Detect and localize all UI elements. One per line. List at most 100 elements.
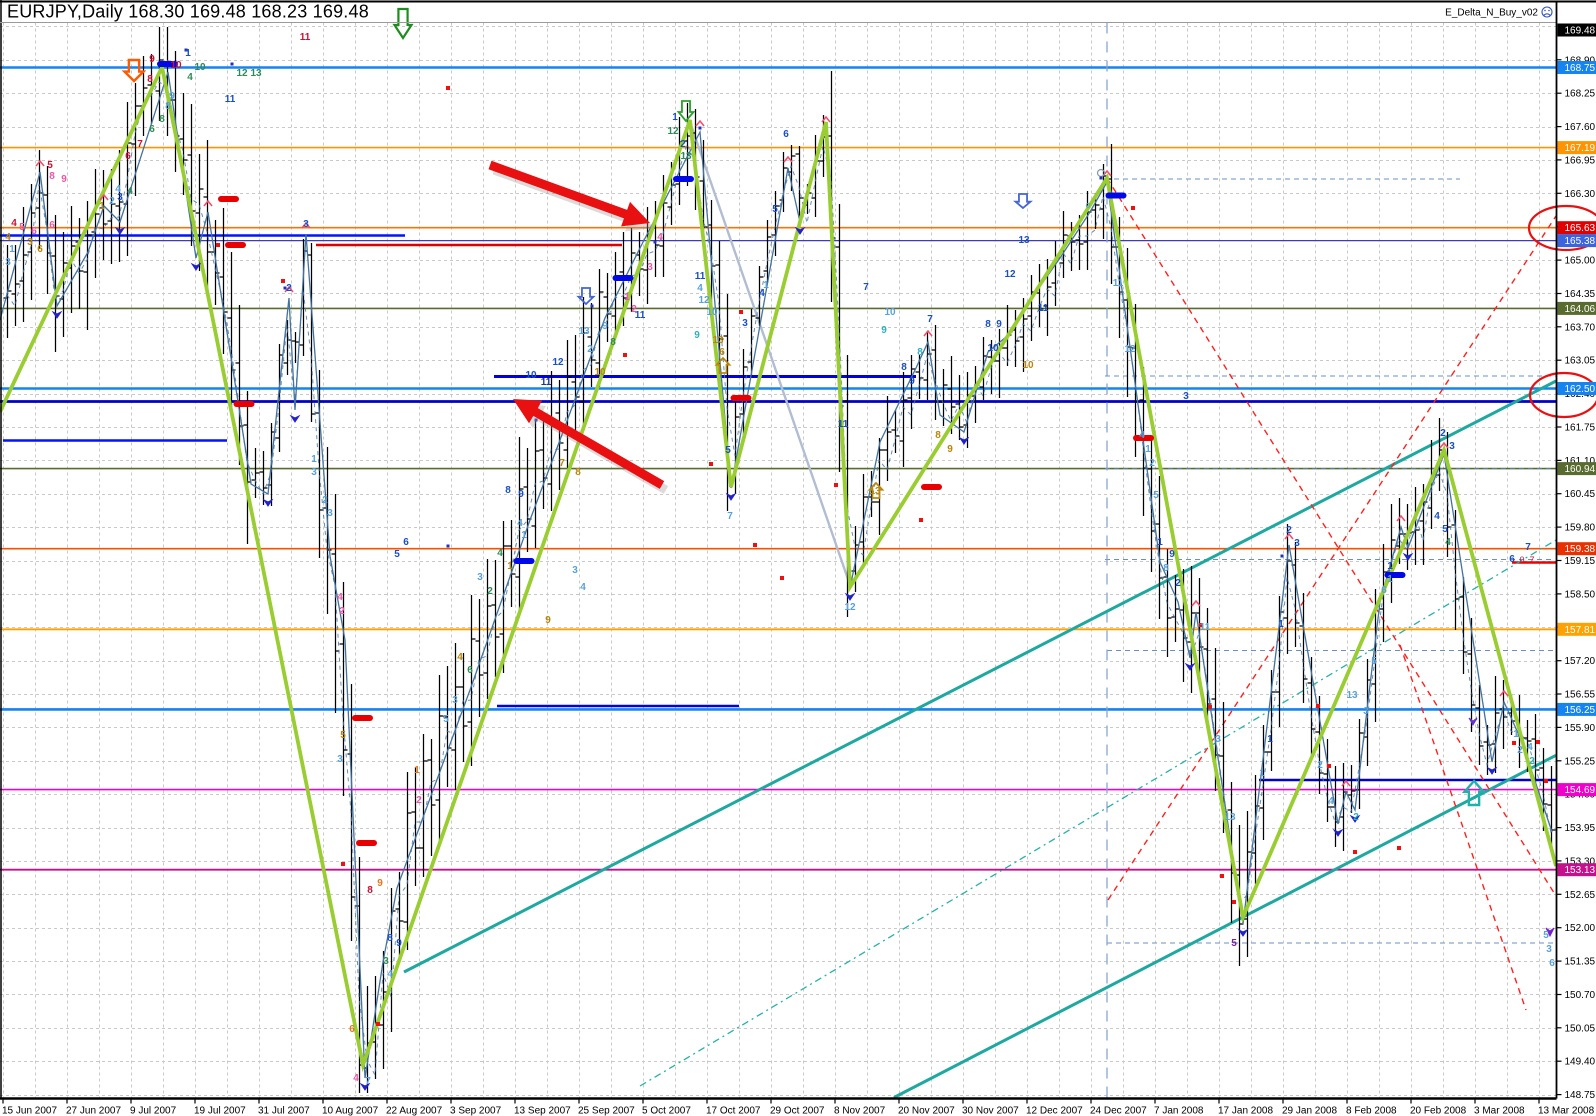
svg-text:156.25: 156.25 xyxy=(1565,705,1596,716)
svg-text:2: 2 xyxy=(1317,760,1323,771)
svg-text:150.70: 150.70 xyxy=(1565,990,1596,1001)
svg-text:7: 7 xyxy=(863,282,869,293)
svg-text:4: 4 xyxy=(11,218,17,229)
svg-text:13: 13 xyxy=(869,486,881,497)
svg-text:12: 12 xyxy=(1004,269,1016,280)
svg-text:3: 3 xyxy=(477,572,483,583)
svg-text:3: 3 xyxy=(1546,944,1552,955)
svg-text:5: 5 xyxy=(394,549,400,560)
svg-text:6: 6 xyxy=(125,151,131,162)
svg-text:7: 7 xyxy=(1525,542,1531,553)
svg-text:3: 3 xyxy=(383,956,389,967)
svg-text:9: 9 xyxy=(377,878,383,889)
svg-text:150.05: 150.05 xyxy=(1565,1023,1596,1034)
svg-text:4: 4 xyxy=(337,592,343,603)
svg-text:1: 1 xyxy=(1387,561,1393,572)
svg-text:168.25: 168.25 xyxy=(1565,89,1596,100)
svg-text:13: 13 xyxy=(680,151,692,162)
svg-text:7: 7 xyxy=(1529,555,1534,565)
svg-text:9: 9 xyxy=(149,54,155,65)
svg-text:148.75: 148.75 xyxy=(1565,1090,1596,1101)
svg-text:3: 3 xyxy=(337,754,343,765)
svg-text:3: 3 xyxy=(572,565,578,576)
svg-text:6: 6 xyxy=(467,665,473,676)
svg-text:155.90: 155.90 xyxy=(1565,723,1596,734)
svg-text:160.45: 160.45 xyxy=(1565,489,1596,500)
svg-text:19 Jul 2007: 19 Jul 2007 xyxy=(194,1106,246,1116)
svg-text:152.65: 152.65 xyxy=(1565,890,1596,901)
svg-text:4: 4 xyxy=(353,1073,359,1084)
svg-text:3: 3 xyxy=(1363,706,1369,717)
svg-text:4: 4 xyxy=(1434,511,1440,522)
svg-text:9: 9 xyxy=(947,444,953,455)
svg-text:3: 3 xyxy=(1215,734,1221,745)
svg-text:10: 10 xyxy=(525,370,537,381)
svg-text:5: 5 xyxy=(772,204,778,215)
svg-text:3: 3 xyxy=(27,237,33,248)
svg-text:166.30: 166.30 xyxy=(1565,189,1596,200)
svg-text:3: 3 xyxy=(5,257,11,268)
svg-text:169.48: 169.48 xyxy=(1565,26,1596,37)
svg-text:3: 3 xyxy=(452,695,458,706)
svg-text:13 Sep 2007: 13 Sep 2007 xyxy=(514,1106,571,1116)
svg-text:1: 1 xyxy=(507,561,513,572)
svg-text:4: 4 xyxy=(1139,430,1145,441)
svg-text:11: 11 xyxy=(1200,622,1211,633)
svg-text:10: 10 xyxy=(194,62,206,73)
svg-text:2: 2 xyxy=(1517,745,1523,756)
svg-text:4: 4 xyxy=(1527,742,1533,753)
svg-text:6: 6 xyxy=(1509,554,1515,565)
svg-text:5: 5 xyxy=(47,160,53,171)
svg-text:165.63: 165.63 xyxy=(1565,223,1596,234)
svg-text:1: 1 xyxy=(763,280,769,291)
svg-text:9: 9 xyxy=(881,325,887,336)
svg-text:159.80: 159.80 xyxy=(1565,523,1596,534)
svg-text:8: 8 xyxy=(165,101,171,112)
svg-text:24 Dec 2007: 24 Dec 2007 xyxy=(1090,1106,1147,1116)
svg-text:164.06: 164.06 xyxy=(1565,304,1596,315)
svg-text:6: 6 xyxy=(403,537,409,548)
svg-text:7: 7 xyxy=(559,458,565,469)
svg-text:E_Delta_N_Buy_v02: E_Delta_N_Buy_v02 xyxy=(1445,8,1538,19)
svg-text:168.90: 168.90 xyxy=(1565,55,1596,66)
svg-text:1: 1 xyxy=(521,530,527,541)
svg-text:3: 3 xyxy=(647,262,653,273)
svg-text:165.00: 165.00 xyxy=(1565,256,1596,267)
svg-text:13: 13 xyxy=(1346,690,1358,701)
svg-text:3: 3 xyxy=(327,508,333,519)
svg-text:6: 6 xyxy=(719,347,725,358)
svg-text:157.20: 157.20 xyxy=(1565,656,1596,667)
svg-text:4: 4 xyxy=(457,652,463,663)
svg-text:10: 10 xyxy=(706,307,718,318)
svg-text:12: 12 xyxy=(844,602,856,613)
svg-text:6: 6 xyxy=(349,1024,355,1035)
svg-text:11: 11 xyxy=(635,310,646,321)
svg-text:13 Mar 2008: 13 Mar 2008 xyxy=(1538,1106,1595,1116)
svg-text:2: 2 xyxy=(680,139,686,150)
svg-text:9: 9 xyxy=(61,174,67,185)
svg-text:8: 8 xyxy=(610,337,616,348)
svg-text:EURJPY,Daily 168.30 169.48 16: EURJPY,Daily 168.30 169.48 168.23 169.48 xyxy=(7,2,369,22)
svg-text:4: 4 xyxy=(697,283,703,294)
svg-text:7 Jan 2008: 7 Jan 2008 xyxy=(1154,1106,1204,1116)
svg-text:4: 4 xyxy=(1328,796,1334,807)
svg-text:1: 1 xyxy=(99,201,105,212)
svg-text:8: 8 xyxy=(147,74,153,85)
svg-text:164.35: 164.35 xyxy=(1565,289,1596,300)
svg-text:6: 6 xyxy=(37,244,43,255)
svg-text:9: 9 xyxy=(169,91,175,102)
svg-text:4: 4 xyxy=(497,548,503,559)
svg-text:159.38: 159.38 xyxy=(1565,544,1596,555)
svg-text:2: 2 xyxy=(631,304,637,315)
svg-text:2: 2 xyxy=(339,606,345,617)
svg-text:8: 8 xyxy=(917,347,923,358)
svg-text:9: 9 xyxy=(1169,549,1175,560)
svg-text:5: 5 xyxy=(443,714,449,725)
svg-text:1: 1 xyxy=(1513,729,1519,740)
svg-text:8: 8 xyxy=(985,319,991,330)
svg-text:20 Feb 2008: 20 Feb 2008 xyxy=(1410,1106,1467,1116)
svg-text:11: 11 xyxy=(1113,278,1124,289)
svg-text:3: 3 xyxy=(311,467,317,478)
svg-text:5: 5 xyxy=(1371,656,1377,667)
svg-text:13: 13 xyxy=(578,326,590,337)
